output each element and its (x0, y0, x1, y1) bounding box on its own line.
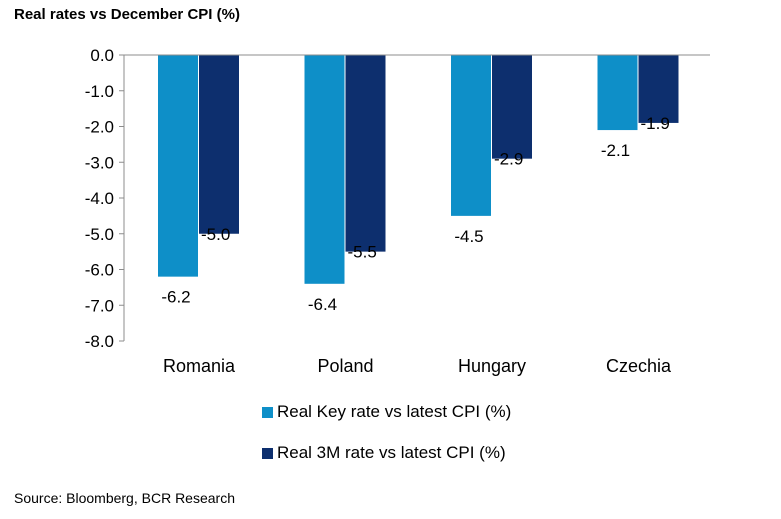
bar-hungary-series-0 (451, 55, 491, 216)
legend-item-3m-rate: Real 3M rate vs latest CPI (%) (262, 443, 506, 463)
x-category-label: Hungary (458, 356, 526, 376)
y-tick-label: -5.0 (85, 225, 114, 244)
bar-poland-series-1 (345, 55, 386, 252)
legend-swatch-key-rate (262, 406, 273, 418)
legend-label-key-rate: Real Key rate vs latest CPI (%) (277, 402, 512, 421)
y-tick-label: -8.0 (85, 332, 114, 351)
bar-czechia-series-0 (597, 55, 638, 131)
legend-label-3m-rate: Real 3M rate vs latest CPI (%) (277, 443, 506, 462)
data-label-hungary-series-0: -4.5 (454, 227, 483, 246)
x-category-label: Romania (163, 356, 236, 376)
bar-hungary-series-1 (492, 55, 532, 159)
legend-swatch-3m-rate (262, 447, 273, 459)
bar-romania-series-1 (199, 55, 239, 234)
x-category-label: Czechia (606, 356, 672, 376)
chart-title: Real rates vs December CPI (%) (14, 6, 240, 23)
data-label-hungary-series-1: -2.9 (494, 150, 523, 169)
source-note: Source: Bloomberg, BCR Research (14, 490, 235, 506)
y-tick-label: -6.0 (85, 261, 114, 280)
data-label-czechia-series-1: -1.9 (641, 114, 670, 133)
x-category-label: Poland (317, 356, 373, 376)
data-label-poland-series-1: -5.5 (348, 243, 377, 262)
data-label-romania-series-1: -5.0 (201, 225, 230, 244)
y-tick-label: 0.0 (90, 46, 114, 65)
data-label-romania-series-0: -6.2 (161, 288, 190, 307)
data-label-czechia-series-0: -2.1 (601, 141, 630, 160)
y-tick-label: -4.0 (85, 189, 114, 208)
y-tick-label: -2.0 (85, 118, 114, 137)
data-label-poland-series-0: -6.4 (308, 295, 337, 314)
bar-romania-series-0 (158, 55, 198, 277)
bar-poland-series-0 (304, 55, 345, 284)
y-tick-label: -7.0 (85, 296, 114, 315)
y-tick-label: -1.0 (85, 82, 114, 101)
y-tick-label: -3.0 (85, 153, 114, 172)
bar-chart: 0.0 -1.0 -2.0 -3.0 -4.0 -5.0 -6.0 -7.0 -8.0 -6.2 -… (85, 46, 710, 376)
bar-czechia-series-1 (638, 55, 679, 123)
legend-item-key-rate: Real Key rate vs latest CPI (%) (262, 402, 511, 422)
